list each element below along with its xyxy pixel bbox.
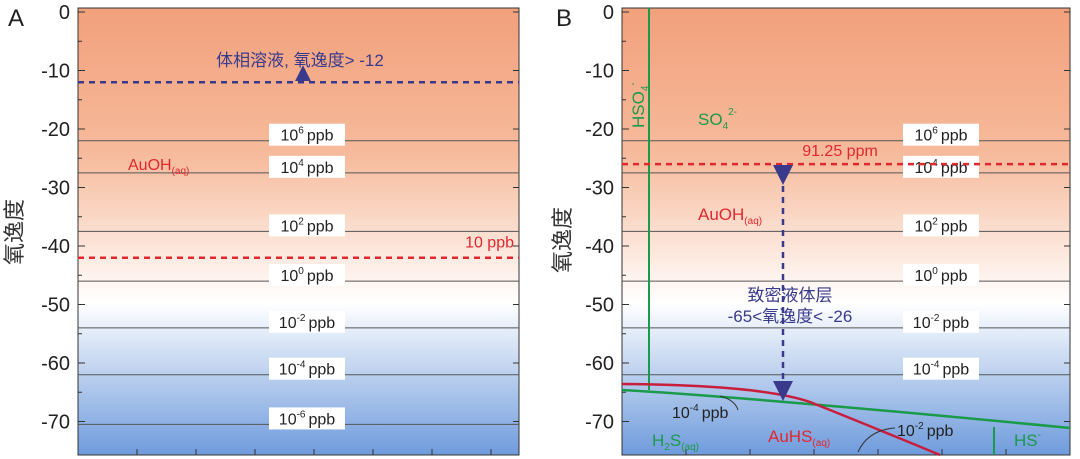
contour-label: 102 ppb bbox=[280, 216, 333, 235]
dense-layer-label-1: 致密液体层 bbox=[748, 286, 833, 305]
species-hso4: HSO4- bbox=[628, 82, 651, 128]
line-label-au-91ppm: 91.25 ppm bbox=[802, 143, 878, 160]
lines-b: 91.25 ppm bbox=[622, 143, 1070, 166]
contour-label-bg bbox=[903, 264, 979, 287]
y-tick-label: -70 bbox=[41, 412, 70, 434]
contour-label: 10-4 ppb bbox=[913, 360, 970, 379]
bottom-label-2: 10-2 ppb bbox=[897, 421, 954, 440]
contour-label-bg bbox=[903, 155, 979, 178]
contour-label-bg bbox=[269, 264, 345, 287]
contour-label: 10-2 ppb bbox=[913, 313, 970, 332]
y-tick-label: -20 bbox=[41, 119, 70, 141]
species-auoh-a: AuOH(aq) bbox=[128, 157, 189, 177]
contour-bottom-2 bbox=[857, 427, 896, 453]
contour-label: 10-2 ppb bbox=[279, 313, 336, 332]
contour-label-bg bbox=[269, 155, 345, 178]
species-auhs: AuHS(aq) bbox=[768, 427, 830, 449]
y-tick-label: -40 bbox=[585, 236, 614, 258]
species-so4: SO42- bbox=[698, 107, 737, 132]
h2s-boundary bbox=[621, 388, 1071, 430]
y-tick-label: -40 bbox=[41, 236, 70, 258]
contour-bottom-1 bbox=[719, 395, 739, 411]
y-tick-label: -60 bbox=[41, 353, 70, 375]
y-tick-label: -10 bbox=[41, 61, 70, 83]
contour-label-bg bbox=[903, 357, 979, 380]
contour-label-bg bbox=[269, 310, 345, 333]
contour-label: 106 ppb bbox=[914, 126, 967, 145]
contour-label: 10-4 ppb bbox=[279, 360, 336, 379]
panel-label-a: A bbox=[8, 5, 24, 32]
species-auoh-b: AuOH(aq) bbox=[698, 205, 762, 227]
contour-label-bg bbox=[903, 310, 979, 333]
y-tick-label: -60 bbox=[585, 353, 614, 375]
contour-label: 106 ppb bbox=[280, 126, 333, 145]
contour-label: 102 ppb bbox=[914, 216, 967, 235]
contour-label-bg bbox=[903, 123, 979, 146]
bottom-label-1: 10-4 ppb bbox=[672, 403, 729, 422]
y-tick-label: 0 bbox=[59, 2, 70, 24]
panel-a: A 氧逸度 0 -10 -20 -30 -40 -50 -60 -70 106 ppb 104 pp… bbox=[2, 2, 520, 456]
x-ticks-a bbox=[136, 449, 492, 455]
contour-label-bg bbox=[269, 357, 345, 380]
y-tick-label: -10 bbox=[585, 61, 614, 83]
y-ticks-a: 0 -10 -20 -30 -40 -50 -60 -70 bbox=[41, 2, 519, 434]
contour-label-bg bbox=[903, 214, 979, 237]
y-axis-label-a: 氧逸度 bbox=[2, 199, 27, 265]
contour-label: 10-6 ppb bbox=[279, 409, 336, 428]
y-tick-label: -70 bbox=[585, 412, 614, 434]
contour-label-bg bbox=[269, 123, 345, 146]
contour-label: 100 ppb bbox=[280, 266, 333, 285]
y-tick-label: -30 bbox=[585, 178, 614, 200]
y-ticks-b: 0 -10 -20 -30 -40 -50 -60 -70 bbox=[585, 2, 1070, 434]
y-tick-label: 0 bbox=[603, 2, 614, 24]
line-label-bulk-solution: 体相溶液, 氧逸度> -12 bbox=[216, 51, 384, 70]
lines-a: 体相溶液, 氧逸度> -12 10 ppb bbox=[78, 51, 519, 259]
dense-layer-label-2: -65<氧逸度< -26 bbox=[728, 307, 853, 326]
contour-label-bg bbox=[269, 214, 345, 237]
contour-label: 100 ppb bbox=[914, 266, 967, 285]
y-tick-label: -50 bbox=[585, 295, 614, 317]
y-tick-label: -30 bbox=[41, 178, 70, 200]
x-ticks-b bbox=[685, 449, 1007, 455]
species-h2s: H2S(aq) bbox=[652, 431, 699, 453]
species-hs: HS- bbox=[1014, 430, 1041, 450]
contours-a: 106 ppb 104 ppb 102 ppb 100 ppb 10-2 ppb 10-4 ppb 10… bbox=[78, 123, 519, 430]
auhs-boundary bbox=[621, 382, 941, 457]
panel-label-b: B bbox=[556, 5, 572, 32]
y-tick-label: -50 bbox=[41, 295, 70, 317]
line-label-au-10ppb: 10 ppb bbox=[465, 235, 514, 252]
contour-label-bg bbox=[269, 407, 345, 430]
y-tick-label: -20 bbox=[585, 119, 614, 141]
y-axis-label-b: 氧逸度 bbox=[550, 207, 575, 273]
